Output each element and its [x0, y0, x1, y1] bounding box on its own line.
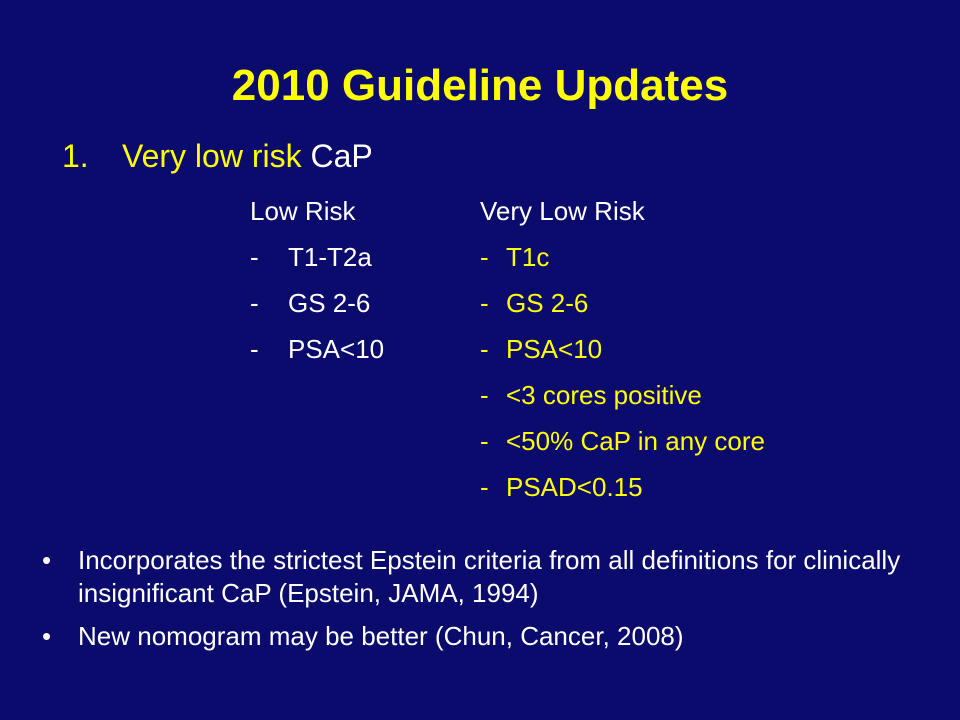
- slide-title: 2010 Guideline Updates: [231, 61, 729, 110]
- dash: -: [480, 334, 489, 364]
- dash: -: [250, 242, 259, 272]
- low-risk-item: - T1-T2a: [250, 234, 384, 280]
- numbered-item: 1. Very low risk CaP: [62, 134, 373, 178]
- low-risk-item: - PSA<10: [250, 326, 384, 372]
- low-risk-item-text: T1-T2a: [288, 242, 372, 272]
- dash: -: [480, 472, 489, 502]
- very-low-risk-item: - <50% CaP in any core: [480, 418, 765, 464]
- dash: -: [480, 242, 489, 272]
- very-low-risk-column: Very Low Risk - T1c - GS 2-6 - PSA<10 - <3 c…: [480, 188, 765, 510]
- bullet-item: • Incorporates the strictest Epstein cri…: [40, 544, 920, 610]
- low-risk-item-text: GS 2-6: [288, 288, 371, 318]
- very-low-risk-item: - PSAD<0.15: [480, 464, 765, 510]
- item-number: 1.: [62, 138, 89, 174]
- very-low-risk-item: - PSA<10: [480, 326, 765, 372]
- bullet-dot-icon: •: [42, 621, 52, 651]
- item-rest: CaP: [301, 138, 373, 174]
- dash: -: [250, 288, 259, 318]
- bullet-dot-icon: •: [42, 545, 52, 575]
- very-low-risk-item-text: <3 cores positive: [506, 380, 702, 410]
- very-low-risk-heading: Very Low Risk: [480, 196, 645, 226]
- dash: -: [250, 334, 259, 364]
- very-low-risk-item-text: T1c: [506, 242, 550, 272]
- very-low-risk-item-text: PSAD<0.15: [506, 472, 643, 502]
- very-low-risk-item-text: GS 2-6: [506, 288, 589, 318]
- very-low-risk-item: - <3 cores positive: [480, 372, 765, 418]
- bullet-text: New nomogram may be better (Chun, Cancer…: [78, 621, 684, 651]
- very-low-risk-item-text: PSA<10: [506, 334, 603, 364]
- bullet-item: • New nomogram may be better (Chun, Canc…: [40, 620, 920, 653]
- bullet-list: • Incorporates the strictest Epstein cri…: [40, 544, 920, 663]
- dash: -: [480, 380, 489, 410]
- very-low-risk-item: - GS 2-6: [480, 280, 765, 326]
- very-low-risk-item-text: <50% CaP in any core: [506, 426, 765, 456]
- low-risk-item: - GS 2-6: [250, 280, 384, 326]
- dash: -: [480, 426, 489, 456]
- dash: -: [480, 288, 489, 318]
- bullet-text: Incorporates the strictest Epstein crite…: [78, 545, 901, 608]
- very-low-risk-item: - T1c: [480, 234, 765, 280]
- low-risk-column: Low Risk - T1-T2a - GS 2-6 - PSA<10: [250, 188, 384, 372]
- item-highlight: Very low risk: [122, 138, 302, 174]
- low-risk-heading: Low Risk: [250, 196, 356, 226]
- low-risk-item-text: PSA<10: [288, 334, 385, 364]
